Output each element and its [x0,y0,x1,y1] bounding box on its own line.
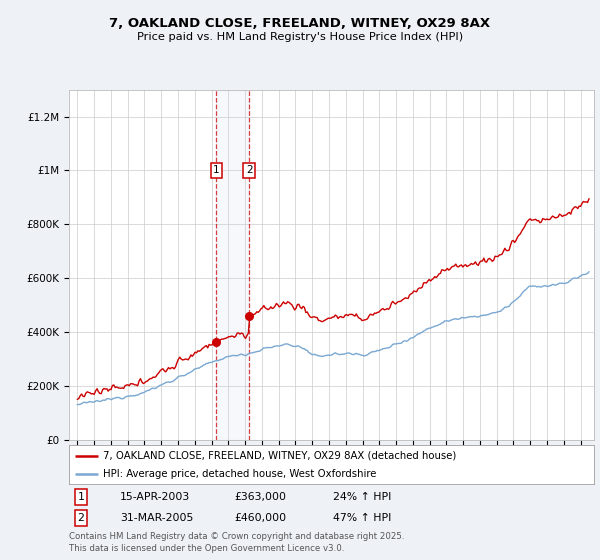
Text: 24% ↑ HPI: 24% ↑ HPI [333,492,391,502]
Text: 1: 1 [213,165,220,175]
Bar [217,90,250,440]
Text: £363,000: £363,000 [234,492,286,502]
Text: Price paid vs. HM Land Registry's House Price Index (HPI): Price paid vs. HM Land Registry's House … [137,32,463,43]
Text: £460,000: £460,000 [234,513,286,523]
Text: 7, OAKLAND CLOSE, FREELAND, WITNEY, OX29 8AX (detached house): 7, OAKLAND CLOSE, FREELAND, WITNEY, OX29… [103,451,457,461]
Text: HPI: Average price, detached house, West Oxfordshire: HPI: Average price, detached house, West… [103,469,377,479]
Text: 1: 1 [77,492,85,502]
Text: 7, OAKLAND CLOSE, FREELAND, WITNEY, OX29 8AX: 7, OAKLAND CLOSE, FREELAND, WITNEY, OX29… [109,17,491,30]
Text: 2: 2 [246,165,253,175]
Text: 47% ↑ HPI: 47% ↑ HPI [333,513,391,523]
Text: 15-APR-2003: 15-APR-2003 [120,492,190,502]
Text: 2: 2 [77,513,85,523]
Text: Contains HM Land Registry data © Crown copyright and database right 2025.
This d: Contains HM Land Registry data © Crown c… [69,533,404,553]
Text: 31-MAR-2005: 31-MAR-2005 [120,513,193,523]
